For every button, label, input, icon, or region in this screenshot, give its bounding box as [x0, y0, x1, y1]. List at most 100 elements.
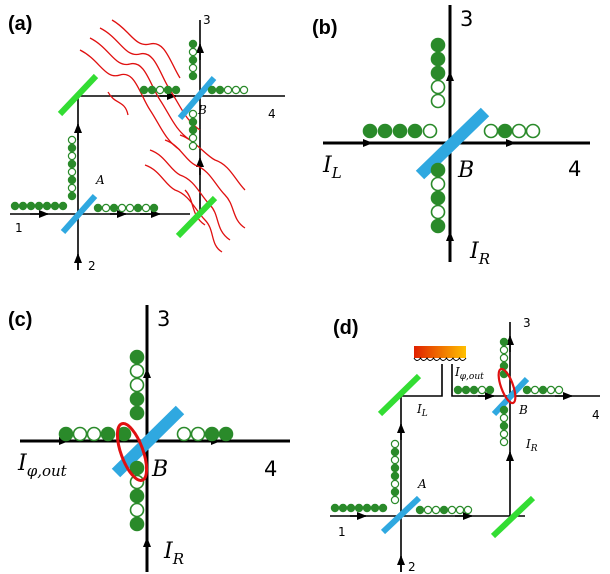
- panel-b-label: (b): [312, 17, 338, 39]
- particle-empty: [463, 505, 473, 515]
- particle-empty: [530, 385, 540, 395]
- particle-empty: [188, 109, 198, 119]
- path-d-left: [400, 364, 443, 572]
- loop-highlight-d: [497, 367, 517, 405]
- panel-a-particles: [10, 39, 249, 213]
- particle-filled: [109, 203, 119, 213]
- input-bottom-label: IR: [163, 539, 184, 568]
- port-1-label: 1: [338, 525, 346, 539]
- mirror-d-topleft: [377, 373, 422, 417]
- particle-filled: [430, 162, 446, 178]
- port-3-label: 3: [460, 7, 473, 31]
- heat-bath: [414, 346, 466, 358]
- particle-empty: [86, 426, 102, 442]
- particle-empty: [101, 203, 111, 213]
- particle-filled: [50, 201, 60, 211]
- IR-label: IR: [525, 437, 538, 454]
- particle-filled: [188, 117, 198, 127]
- particle-empty: [390, 439, 400, 449]
- particle-filled: [499, 421, 509, 431]
- particle-filled: [129, 405, 145, 421]
- particle-empty: [423, 505, 433, 515]
- particle-empty: [431, 505, 441, 515]
- wave-line: [79, 49, 181, 151]
- panel-d-arrows: [350, 335, 573, 572]
- IL-label: IL: [416, 402, 428, 419]
- particle-filled: [330, 503, 340, 513]
- particle-filled: [378, 503, 388, 513]
- particle-filled: [430, 65, 446, 81]
- panel-a-beam-paths: [10, 20, 285, 270]
- port-4-label: 4: [264, 457, 277, 481]
- particle-empty: [188, 47, 198, 57]
- port-2-label: 2: [88, 259, 96, 273]
- panel-c: (c): [8, 305, 290, 572]
- mirror-a-bottomright: [175, 195, 218, 239]
- particle-filled: [147, 85, 157, 95]
- particle-filled: [58, 426, 74, 442]
- splitter-B-label: B: [457, 158, 474, 183]
- particle-empty: [117, 203, 127, 213]
- path-a-left-top: [77, 95, 200, 270]
- splitter-b-B: [415, 107, 490, 180]
- particle-filled: [67, 159, 77, 169]
- port-4-label: 4: [592, 408, 600, 422]
- particle-filled: [18, 201, 28, 211]
- panel-c-particles: [58, 349, 234, 532]
- particle-empty: [188, 63, 198, 73]
- particle-filled: [469, 385, 479, 395]
- particle-empty: [129, 363, 145, 379]
- particle-empty: [125, 203, 135, 213]
- Iphi-out-label: Iφ,out: [454, 365, 484, 382]
- particle-filled: [204, 426, 220, 442]
- particle-filled: [129, 488, 145, 504]
- particle-filled: [93, 203, 103, 213]
- particle-empty: [477, 385, 487, 395]
- splitter-c-B: [111, 405, 185, 478]
- wave-line: [164, 139, 246, 229]
- particle-filled: [116, 426, 132, 442]
- particle-empty: [430, 204, 446, 220]
- particle-filled: [439, 505, 449, 515]
- particle-filled: [390, 463, 400, 473]
- particle-filled: [207, 85, 217, 95]
- panel-b: (b): [312, 5, 590, 268]
- splitter-a-B: [177, 76, 217, 120]
- particle-empty: [223, 85, 233, 95]
- particle-filled: [215, 85, 225, 95]
- heat-coil: [413, 357, 467, 361]
- particle-empty: [525, 123, 541, 139]
- splitter-B-label: B: [197, 103, 207, 117]
- particle-filled: [149, 203, 159, 213]
- particle-empty: [430, 93, 446, 109]
- particle-filled: [485, 385, 495, 395]
- particle-empty: [499, 437, 509, 447]
- mirror-a-topleft: [57, 73, 99, 117]
- particle-filled: [188, 55, 198, 65]
- particle-filled: [430, 37, 446, 53]
- particle-filled: [34, 201, 44, 211]
- particle-empty: [188, 141, 198, 151]
- particle-empty: [129, 502, 145, 518]
- particle-filled: [129, 516, 145, 532]
- particle-empty: [499, 353, 509, 363]
- particle-filled: [188, 125, 198, 135]
- particle-filled: [377, 123, 393, 139]
- particle-filled: [100, 426, 116, 442]
- wave-line: [179, 134, 246, 191]
- particle-filled: [26, 201, 36, 211]
- particle-empty: [155, 85, 165, 95]
- particle-filled: [362, 503, 372, 513]
- particle-empty: [511, 123, 527, 139]
- heat-source: [413, 346, 467, 361]
- splitter-d-A: [380, 495, 422, 535]
- particle-empty: [231, 85, 241, 95]
- particle-empty: [390, 455, 400, 465]
- particle-empty: [141, 203, 151, 213]
- splitter-B-label: B: [151, 457, 168, 482]
- wave-line: [111, 19, 181, 79]
- particle-empty: [430, 176, 446, 192]
- particle-filled: [370, 503, 380, 513]
